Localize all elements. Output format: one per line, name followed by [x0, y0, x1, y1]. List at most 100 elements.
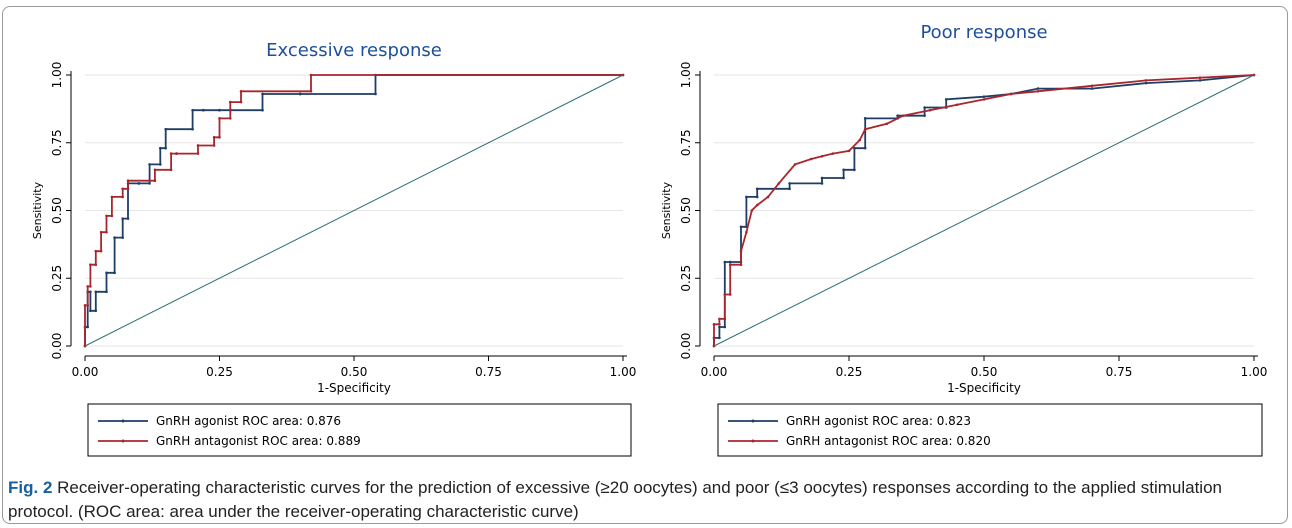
data-point-antagonist — [196, 152, 200, 155]
data-point-antagonist — [809, 157, 813, 161]
data-point-antagonist — [86, 285, 89, 288]
data-point-antagonist — [955, 103, 959, 107]
x-tick-label: 0.50 — [341, 365, 368, 379]
data-point-antagonist — [712, 323, 716, 326]
data-point-antagonist — [110, 195, 114, 199]
caption-label: Fig. 2 — [8, 478, 53, 497]
data-point-antagonist — [847, 149, 851, 153]
data-point-antagonist — [105, 230, 108, 234]
data-point-agonist — [788, 182, 791, 185]
data-point-agonist — [164, 146, 167, 150]
data-point-agonist — [218, 108, 221, 112]
data-point-antagonist — [858, 138, 862, 142]
legend-marker-antagonist — [751, 439, 755, 443]
data-point-agonist — [159, 146, 162, 150]
x-tick-label: 0.25 — [206, 365, 233, 379]
data-point-agonist — [842, 168, 845, 172]
data-point-antagonist — [766, 195, 770, 199]
x-axis-title: 1-Specificity — [947, 381, 1021, 395]
data-point-antagonist — [831, 152, 835, 155]
legend: GnRH agonist ROC area: 0.823 GnRH antagon… — [717, 403, 1263, 457]
data-point-agonist — [94, 290, 98, 294]
legend-label-agonist: GnRH agonist ROC area: 0.823 — [786, 414, 971, 428]
data-point-antagonist — [755, 203, 759, 207]
data-point-agonist — [982, 95, 986, 98]
data-point-agonist — [202, 108, 205, 112]
data-point-agonist — [853, 168, 856, 172]
y-tick-label: 0.00 — [50, 333, 64, 360]
data-point-antagonist — [218, 117, 221, 120]
data-point-antagonist — [1144, 79, 1148, 82]
data-point-agonist — [261, 108, 264, 112]
x-tick-label: 0.25 — [836, 365, 863, 379]
data-point-antagonist — [99, 249, 103, 253]
data-point-antagonist — [153, 168, 157, 172]
data-point-antagonist — [1090, 84, 1094, 88]
x-tick-label: 0.00 — [701, 365, 728, 379]
data-point-agonist — [148, 182, 151, 185]
data-point-antagonist — [1036, 89, 1040, 93]
y-tick-label: 0.25 — [679, 265, 693, 292]
data-point-antagonist — [105, 214, 108, 218]
data-point-agonist — [113, 236, 116, 239]
legend-box — [717, 403, 1263, 457]
y-tick-label: 0.75 — [50, 129, 64, 156]
data-point-antagonist — [239, 89, 243, 93]
data-point-agonist — [755, 187, 759, 191]
data-point-antagonist — [169, 168, 173, 172]
x-tick-label: 0.75 — [475, 365, 502, 379]
data-point-antagonist — [110, 214, 114, 218]
figure-caption: Fig. 2 Receiver-operating characteristic… — [8, 476, 1278, 524]
data-point-antagonist — [89, 285, 92, 288]
x-tick-label: 1.00 — [610, 365, 637, 379]
data-point-antagonist — [750, 209, 754, 212]
series-line-agonist — [84, 74, 623, 346]
data-point-agonist — [1198, 79, 1202, 82]
y-tick-label: 1.00 — [679, 62, 693, 89]
data-point-antagonist — [212, 136, 216, 139]
data-point-antagonist — [239, 100, 243, 104]
data-point-antagonist — [745, 230, 748, 234]
data-point-agonist — [745, 195, 748, 199]
legend: GnRH agonist ROC area: 0.876 GnRH antagon… — [87, 403, 632, 457]
data-point-agonist — [723, 260, 727, 264]
data-point-agonist — [121, 217, 124, 220]
data-point-antagonist — [83, 304, 87, 307]
data-point-antagonist — [228, 117, 232, 120]
chart-title: Excessive response — [266, 40, 442, 61]
y-tick-label: 0.75 — [679, 129, 693, 156]
data-point-agonist — [191, 108, 194, 112]
data-point-antagonist — [728, 293, 732, 296]
data-point-agonist — [944, 98, 948, 101]
data-point-agonist — [89, 309, 92, 313]
data-point-antagonist — [86, 304, 89, 307]
data-point-antagonist — [1198, 76, 1202, 80]
data-point-antagonist — [982, 98, 986, 101]
data-point-antagonist — [901, 114, 905, 117]
chart-1: 0.00 0.25 0.50 0.75 1.00 0.00 0.25 0.50 0.75 1.00… — [31, 40, 637, 457]
data-point-agonist — [842, 176, 845, 180]
data-point-agonist — [126, 217, 130, 220]
legend-marker-agonist — [121, 419, 125, 423]
data-point-antagonist — [169, 152, 173, 155]
data-point-agonist — [728, 260, 732, 264]
x-tick-label: 1.00 — [1241, 365, 1268, 379]
chart-title: Poor response — [920, 22, 1047, 43]
data-point-antagonist — [196, 144, 200, 147]
data-point-agonist — [148, 163, 151, 166]
legend-marker-antagonist — [121, 439, 125, 443]
data-point-agonist — [923, 106, 926, 109]
y-axis-title: Sensitivity — [660, 181, 673, 239]
data-point-agonist — [94, 309, 98, 313]
y-tick-label: 0.50 — [50, 197, 64, 224]
data-point-antagonist — [175, 152, 178, 155]
data-point-antagonist — [121, 195, 124, 199]
y-tick-label: 0.50 — [679, 197, 693, 224]
data-point-antagonist — [718, 317, 721, 321]
data-point-antagonist — [928, 108, 932, 112]
data-point-antagonist — [153, 179, 157, 182]
y-tick-label: 0.25 — [50, 265, 64, 292]
caption-text: Receiver-operating characteristic curves… — [8, 478, 1222, 521]
legend-marker-agonist — [751, 419, 755, 423]
